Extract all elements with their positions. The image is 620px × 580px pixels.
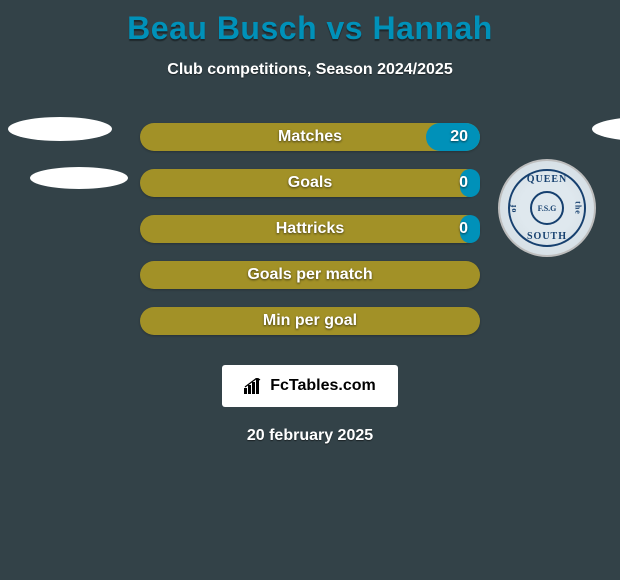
stat-label: Goals <box>140 174 480 192</box>
stat-value: 0 <box>459 220 468 238</box>
stat-bar: Matches 20 <box>140 123 480 151</box>
page-title: Beau Busch vs Hannah <box>0 0 620 47</box>
ellipse-shape <box>8 117 112 141</box>
badge-text-top: QUEEN <box>527 174 568 185</box>
badge-center-text: F.S.G <box>538 204 557 213</box>
stat-label: Matches <box>140 128 480 146</box>
stat-value: 0 <box>459 174 468 192</box>
branding-block: FcTables.com <box>0 365 620 407</box>
stat-value: 20 <box>450 128 468 146</box>
club-badge: QUEEN SOUTH of the F.S.G <box>498 159 596 257</box>
badge-ring: QUEEN SOUTH of the F.S.G <box>508 169 586 247</box>
date-text: 20 february 2025 <box>0 427 620 445</box>
badge-center: F.S.G <box>530 191 564 225</box>
brand-text: FcTables.com <box>270 377 376 395</box>
stat-label: Min per goal <box>140 312 480 330</box>
comparison-chart: QUEEN SOUTH of the F.S.G Matches 20 Goal… <box>0 123 620 343</box>
ellipse-shape <box>30 167 128 189</box>
brand-box: FcTables.com <box>222 365 398 407</box>
stat-bar: Min per goal <box>140 307 480 335</box>
stat-label: Goals per match <box>140 266 480 284</box>
stat-bar: Goals 0 <box>140 169 480 197</box>
stat-bar: Goals per match <box>140 261 480 289</box>
stat-label: Hattricks <box>140 220 480 238</box>
subtitle: Club competitions, Season 2024/2025 <box>0 61 620 79</box>
badge-text-bottom: SOUTH <box>527 231 567 242</box>
badge-text-right: the <box>574 201 583 215</box>
ellipse-shape <box>592 117 620 141</box>
stat-bar: Hattricks 0 <box>140 215 480 243</box>
stat-bars: Matches 20 Goals 0 Hattricks 0 Goals per… <box>140 123 480 353</box>
badge-text-left: of <box>509 204 518 213</box>
bar-chart-icon <box>244 378 264 394</box>
